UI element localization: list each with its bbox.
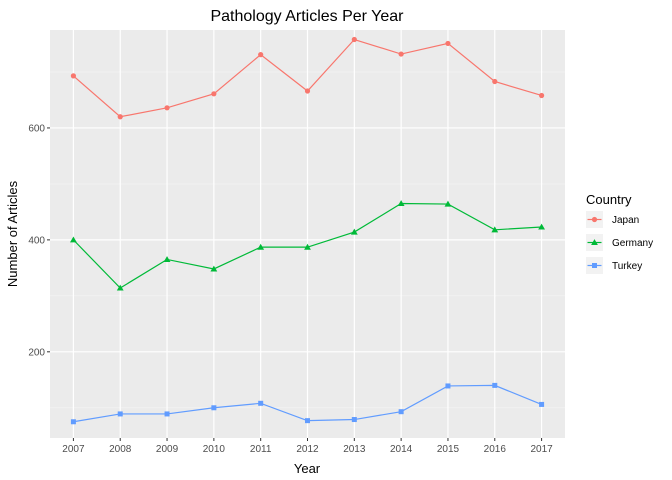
legend-item-germany: Germany (586, 234, 653, 251)
y-axis-title: Number of Articles (5, 180, 20, 287)
x-axis-title: Year (294, 461, 321, 476)
x-tick-label: 2015 (437, 444, 460, 455)
data-point-turkey (70, 419, 76, 425)
data-point-germany (350, 228, 358, 235)
legend-label-germany: Germany (612, 238, 653, 249)
data-point-japan (351, 36, 357, 43)
data-point-turkey (305, 418, 310, 424)
y-axis-ticks: 200 400 600 (28, 123, 50, 358)
data-point-japan (258, 52, 264, 58)
legend: Country Japan Germany Turkey (586, 192, 653, 274)
x-tick-label: 2014 (390, 444, 413, 455)
legend-items: Japan Germany Turkey (586, 211, 653, 274)
data-point-turkey (445, 383, 451, 389)
legend-item-japan: Japan (586, 211, 639, 228)
legend-title: Country (586, 192, 632, 207)
data-point-japan (164, 105, 170, 111)
y-tick-label: 400 (28, 235, 45, 246)
data-point-turkey (398, 409, 404, 415)
data-point-germany (257, 243, 265, 250)
data-point-germany (70, 236, 77, 243)
series-layer (70, 36, 545, 425)
data-point-germany (444, 200, 452, 207)
x-axis-ticks: 2007 2008 2009 2010 2011 2012 2013 2014 2015 2016… (62, 438, 553, 455)
x-tick-label: 2011 (250, 444, 272, 455)
data-point-japan (445, 40, 451, 47)
x-tick-label: 2010 (203, 444, 226, 455)
data-point-japan (117, 114, 123, 120)
x-tick-label: 2008 (109, 444, 132, 455)
data-point-japan (70, 73, 77, 79)
x-tick-label: 2012 (296, 444, 319, 455)
data-point-japan (492, 78, 498, 85)
chart-title: Pathology Articles Per Year (210, 8, 404, 25)
legend-item-turkey: Turkey (586, 257, 642, 274)
y-tick-label: 600 (28, 123, 45, 134)
x-tick-label: 2017 (530, 444, 553, 455)
x-tick-label: 2009 (156, 444, 179, 455)
data-point-germany (491, 226, 499, 233)
data-point-turkey (351, 417, 357, 423)
x-tick-label: 2007 (62, 444, 85, 455)
series-turkey (70, 382, 545, 425)
y-tick-label: 200 (28, 347, 45, 358)
data-point-japan (538, 92, 545, 99)
x-tick-label: 2016 (484, 444, 507, 455)
data-point-germany (163, 256, 171, 263)
legend-key-marker (592, 263, 597, 268)
data-point-germany (116, 284, 124, 291)
legend-key-marker (591, 216, 598, 223)
series-japan (70, 36, 545, 120)
x-tick-label: 2013 (343, 444, 366, 455)
legend-label-japan: Japan (612, 215, 639, 226)
data-point-germany (304, 243, 311, 250)
data-point-turkey (117, 411, 123, 417)
data-point-japan (398, 51, 404, 57)
legend-key-marker (591, 239, 598, 246)
data-point-turkey (258, 400, 264, 406)
data-point-turkey (211, 405, 217, 411)
data-point-turkey (492, 382, 498, 388)
data-point-germany (210, 265, 218, 272)
legend-label-turkey: Turkey (612, 261, 642, 272)
data-point-turkey (164, 411, 170, 417)
data-point-germany (397, 200, 405, 207)
series-germany (70, 200, 545, 291)
data-point-japan (211, 91, 217, 97)
data-point-germany (538, 223, 545, 230)
data-point-turkey (539, 401, 545, 407)
data-point-japan (304, 88, 311, 94)
